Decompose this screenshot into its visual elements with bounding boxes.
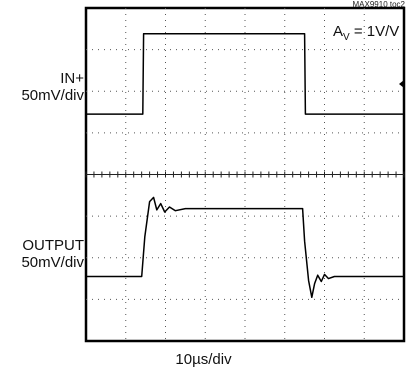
channel-2-scale: 50mV/div	[21, 254, 84, 271]
gain-annotation: AV = 1V/V	[333, 23, 399, 46]
trace-in-plus	[86, 33, 404, 115]
gain-prefix: A	[333, 23, 344, 40]
figure-id: MAX9910 toc2	[352, 0, 405, 9]
channel-2-label: OUTPUT 50mV/div	[0, 237, 84, 271]
gain-suffix: = 1V/V	[349, 23, 400, 40]
gain-subscript: V	[343, 32, 350, 43]
grid	[85, 8, 405, 341]
channel-1-name: IN+	[60, 70, 84, 87]
trigger-marker	[399, 80, 404, 88]
channel-1-label: IN+ 50mV/div	[0, 70, 84, 104]
trace-output	[86, 196, 404, 299]
x-axis-label: 10µs/div	[175, 351, 232, 368]
traces	[86, 33, 404, 299]
channel-2-name: OUTPUT	[22, 237, 84, 254]
channel-1-scale: 50mV/div	[21, 87, 84, 104]
